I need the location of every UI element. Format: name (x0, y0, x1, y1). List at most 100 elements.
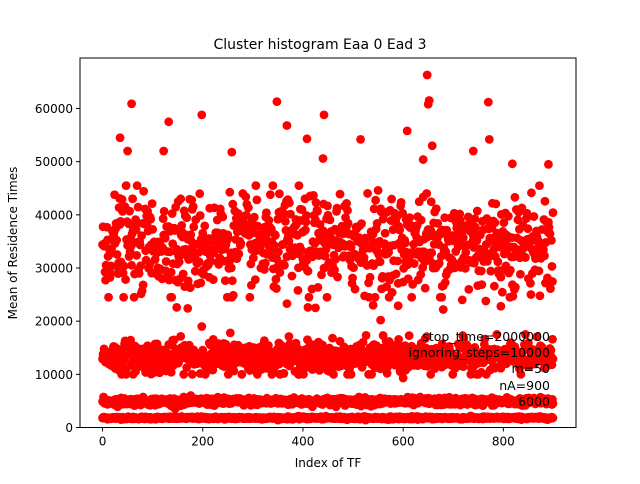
data-point (398, 373, 408, 383)
data-point (375, 257, 385, 267)
data-point (361, 330, 371, 340)
data-point (260, 258, 270, 268)
data-point (281, 216, 290, 226)
y-axis-label: Mean of Residence Times (6, 167, 20, 320)
data-point (427, 141, 437, 151)
data-point (196, 278, 206, 288)
data-point (134, 268, 144, 278)
data-point (535, 291, 545, 301)
data-point (343, 206, 352, 215)
data-point (121, 275, 130, 284)
data-point (272, 97, 282, 106)
data-point (123, 146, 132, 156)
data-point (371, 195, 380, 205)
data-point (468, 146, 478, 156)
data-point (148, 225, 158, 234)
data-point (183, 304, 193, 313)
y-tick-label: 60000 (35, 102, 73, 116)
data-point (125, 206, 134, 216)
data-point (265, 190, 275, 200)
data-point (167, 292, 177, 302)
annotation-text: nA=900 (499, 378, 550, 393)
data-point (491, 199, 501, 209)
x-axis-label: Index of TF (295, 456, 362, 470)
data-point (311, 198, 321, 207)
data-point (484, 134, 494, 144)
data-point (302, 211, 311, 220)
data-point (119, 261, 129, 271)
data-point (226, 263, 236, 273)
data-point (368, 300, 378, 310)
data-point (112, 235, 121, 245)
y-tick-label: 30000 (35, 262, 73, 276)
data-point (227, 147, 237, 157)
data-point (540, 196, 550, 206)
data-point (223, 233, 233, 243)
data-point (323, 201, 332, 211)
data-point (393, 256, 403, 266)
data-point (138, 280, 148, 290)
data-point (225, 187, 235, 197)
y-tick-label: 40000 (35, 208, 73, 222)
data-point (395, 225, 405, 235)
data-point (104, 292, 113, 302)
data-point (176, 332, 186, 341)
data-point (282, 299, 292, 309)
data-point (387, 194, 397, 204)
data-point (416, 215, 426, 225)
data-point (420, 283, 430, 293)
data-point (359, 253, 369, 263)
data-point (547, 261, 557, 271)
data-point (440, 278, 450, 287)
data-point (146, 214, 156, 224)
data-point (387, 288, 397, 297)
x-tick-label: 200 (191, 435, 214, 449)
data-point (486, 266, 496, 276)
data-point (294, 181, 304, 191)
data-point (241, 192, 251, 202)
data-point (331, 254, 340, 264)
data-point (225, 328, 235, 338)
data-point (227, 276, 237, 286)
x-tick-label: 600 (392, 435, 415, 449)
data-point (185, 283, 195, 293)
data-point (396, 198, 406, 207)
data-point (370, 292, 380, 302)
data-point (197, 322, 207, 331)
data-point (490, 218, 500, 228)
x-tick-label: 0 (99, 435, 107, 449)
data-point (544, 159, 553, 169)
data-point (198, 345, 208, 355)
y-tick-label: 50000 (35, 155, 73, 169)
data-point (363, 189, 372, 198)
data-point (282, 121, 292, 130)
data-point (346, 369, 356, 379)
data-point (275, 189, 284, 199)
data-point (496, 272, 506, 282)
data-point (378, 331, 388, 340)
data-point (376, 315, 386, 325)
data-point (322, 292, 332, 302)
data-point (457, 295, 467, 305)
data-point (535, 181, 544, 191)
data-point (318, 154, 328, 163)
data-point (195, 211, 205, 220)
data-point (348, 273, 357, 283)
data-point (112, 250, 122, 259)
data-point (187, 369, 197, 379)
data-point (402, 126, 412, 136)
data-point (158, 214, 168, 224)
data-point (427, 248, 437, 258)
data-point (200, 221, 210, 231)
data-point (243, 203, 253, 213)
data-point (548, 413, 558, 423)
data-point (293, 285, 303, 295)
data-point (526, 290, 536, 299)
data-point (391, 269, 401, 279)
data-point (521, 253, 530, 262)
data-point (481, 296, 491, 306)
y-tick-label: 20000 (35, 315, 73, 329)
data-point (115, 133, 125, 143)
annotation-text: 6000 (518, 394, 550, 409)
